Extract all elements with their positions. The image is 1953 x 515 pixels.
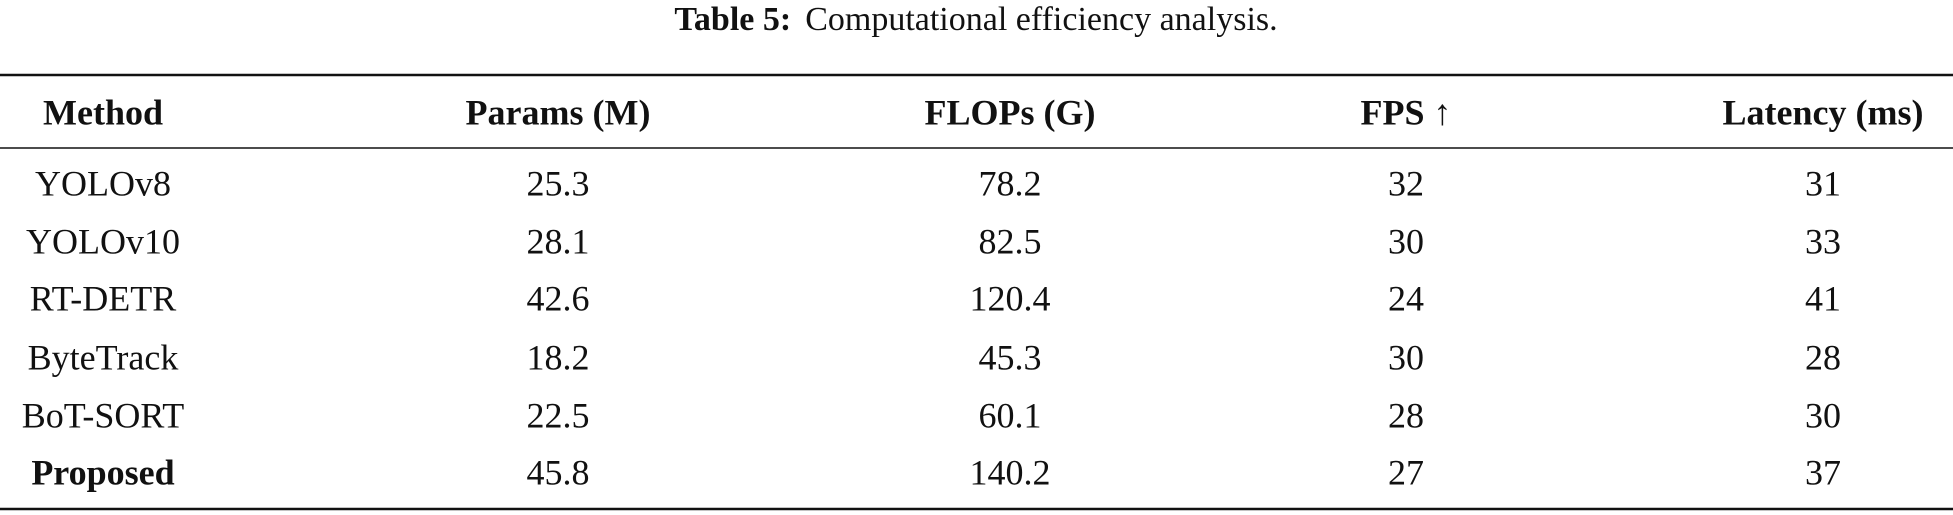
value-cell: 45.8 [527, 452, 590, 492]
value-cell: 31 [1805, 163, 1841, 203]
value-cell: 37 [1805, 452, 1841, 492]
value-cell: 82.5 [979, 221, 1042, 261]
value-cell: 28 [1388, 395, 1424, 435]
value-cell: 18.2 [527, 337, 590, 377]
method-cell: Proposed [31, 452, 174, 492]
method-cell: RT-DETR [30, 278, 177, 318]
value-cell: 140.2 [970, 452, 1051, 492]
value-cell: 78.2 [979, 163, 1042, 203]
value-cell: 32 [1388, 163, 1424, 203]
value-cell: 25.3 [527, 163, 590, 203]
value-cell: 28 [1805, 337, 1841, 377]
value-cell: 30 [1388, 221, 1424, 261]
header-cell: FLOPs (G) [925, 92, 1096, 132]
value-cell: 41 [1805, 278, 1841, 318]
header-cell: FPS ↑ [1360, 92, 1451, 132]
method-cell: YOLOv8 [35, 163, 171, 203]
method-cell: BoT-SORT [22, 395, 185, 435]
header-cell: Params (M) [466, 92, 651, 132]
value-cell: 42.6 [527, 278, 590, 318]
value-cell: 27 [1388, 452, 1424, 492]
caption-label: Table 5: [674, 1, 791, 38]
header-cell: Latency (ms) [1723, 92, 1924, 132]
value-cell: 30 [1805, 395, 1841, 435]
value-cell: 24 [1388, 278, 1424, 318]
value-cell: 30 [1388, 337, 1424, 377]
value-cell: 28.1 [527, 221, 590, 261]
value-cell: 120.4 [970, 278, 1051, 318]
value-cell: 22.5 [527, 395, 590, 435]
method-cell: YOLOv10 [26, 221, 180, 261]
value-cell: 45.3 [979, 337, 1042, 377]
header-cell: Method [43, 92, 163, 132]
caption: Table 5: Computational efficiency analysi… [674, 1, 1277, 38]
value-cell: 60.1 [979, 395, 1042, 435]
method-cell: ByteTrack [28, 337, 179, 377]
caption-text: Computational efficiency analysis. [805, 1, 1277, 38]
value-cell: 33 [1805, 221, 1841, 261]
